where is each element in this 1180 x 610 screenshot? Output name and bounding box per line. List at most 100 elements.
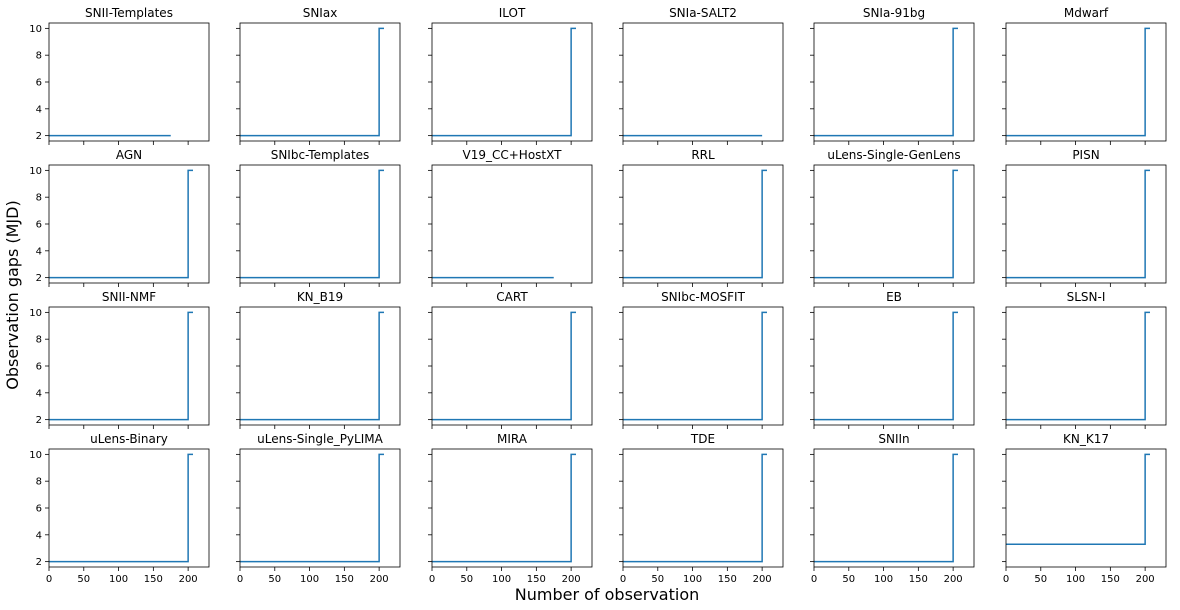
series-line	[1006, 453, 1150, 545]
plot-frame	[239, 306, 401, 426]
subplot-title: CART	[496, 290, 528, 304]
subplot-title: SNIIn	[878, 432, 909, 446]
subplot: ILOT	[428, 6, 593, 145]
plot-frame	[48, 448, 210, 568]
x-tick-label: 150	[1101, 574, 1120, 585]
y-tick-label: 2	[36, 557, 42, 568]
subplot: SNIa-91bg	[810, 6, 975, 145]
subplot-title: SLSN-I	[1067, 290, 1106, 304]
series-line	[432, 453, 576, 563]
subplot-title: SNII-NMF	[102, 290, 156, 304]
subplot: RRL	[619, 148, 784, 287]
y-tick-label: 10	[29, 166, 42, 177]
x-tick-label: 50	[77, 574, 90, 585]
x-tick-label: 50	[842, 574, 855, 585]
series-line	[623, 311, 767, 421]
subplot: uLens-Single_PyLIMA 0 50 100 150 200	[236, 432, 401, 585]
plot-frame	[813, 306, 975, 426]
subplot: CART	[428, 290, 593, 429]
subplot-title: SNIbc-MOSFIT	[661, 290, 746, 304]
plot-frame	[431, 306, 593, 426]
plot-frame	[622, 306, 784, 426]
series-line	[1006, 311, 1150, 421]
x-tick-label: 150	[144, 574, 163, 585]
subplot: SNIax	[236, 6, 401, 145]
x-tick-label: 200	[944, 574, 963, 585]
plot-frame	[48, 164, 210, 284]
x-tick-label: 150	[335, 574, 354, 585]
x-tick-label: 200	[753, 574, 772, 585]
plot-frame	[431, 22, 593, 142]
plot-frame	[239, 22, 401, 142]
y-tick-label: 6	[36, 362, 42, 373]
subplot: MIRA 0 50 100 150 200	[428, 432, 593, 585]
x-tick-label: 0	[620, 574, 626, 585]
plot-frame	[622, 164, 784, 284]
plot-frame	[48, 22, 210, 142]
y-axis-label: Observation gaps (MJD)	[3, 200, 22, 389]
series-line	[49, 453, 193, 563]
subplot: SNIbc-MOSFIT	[619, 290, 784, 429]
plot-frame	[239, 164, 401, 284]
subplot: V19_CC+HostXT	[428, 148, 593, 287]
y-tick-label: 4	[36, 246, 42, 257]
subplot: TDE 0 50 100 150 200	[619, 432, 784, 585]
subplot-title: PISN	[1072, 148, 1099, 162]
x-tick-label: 50	[268, 574, 281, 585]
subplot: SNIIn 0 50 100 150 200	[810, 432, 975, 585]
plot-frame	[1005, 22, 1167, 142]
subplot-title: SNIa-91bg	[863, 6, 925, 20]
subplot-title: KN_K17	[1063, 432, 1109, 446]
plot-frame	[239, 448, 401, 568]
plot-frame	[1005, 164, 1167, 284]
subplot-title: AGN	[116, 148, 142, 162]
x-tick-label: 200	[1136, 574, 1155, 585]
y-tick-label: 4	[36, 104, 42, 115]
subplot-title: TDE	[690, 432, 715, 446]
series-line	[240, 169, 384, 279]
series-line	[49, 311, 193, 421]
subplot-title: KN_B19	[297, 290, 343, 304]
series-line	[1006, 169, 1150, 279]
x-tick-label: 150	[527, 574, 546, 585]
y-tick-label: 4	[36, 530, 42, 541]
subplot-title: SNII-Templates	[85, 6, 173, 20]
x-tick-label: 0	[429, 574, 435, 585]
y-tick-label: 6	[36, 504, 42, 515]
plot-frame	[813, 448, 975, 568]
x-tick-label: 200	[562, 574, 581, 585]
x-tick-label: 150	[909, 574, 928, 585]
x-tick-label: 100	[1066, 574, 1085, 585]
x-tick-label: 200	[179, 574, 198, 585]
x-tick-label: 0	[46, 574, 52, 585]
series-line	[432, 27, 576, 137]
x-tick-label: 0	[811, 574, 817, 585]
y-tick-label: 6	[36, 220, 42, 231]
series-line	[814, 169, 958, 279]
x-tick-label: 150	[718, 574, 737, 585]
series-line	[49, 169, 193, 279]
series-line	[240, 311, 384, 421]
y-tick-label: 8	[36, 335, 42, 346]
series-line	[623, 169, 767, 279]
subplot: SNII-Templates 2 4 6 8 10	[29, 6, 210, 145]
y-tick-label: 10	[29, 24, 42, 35]
subplot: SNIbc-Templates	[236, 148, 401, 287]
x-tick-label: 0	[237, 574, 243, 585]
x-tick-label: 100	[300, 574, 319, 585]
series-line	[1006, 27, 1150, 137]
y-tick-label: 2	[36, 131, 42, 142]
subplot: AGN 2 4 6 8 10	[29, 148, 210, 287]
x-tick-label: 0	[1003, 574, 1009, 585]
subplot: uLens-Single-GenLens	[810, 148, 975, 287]
subplot-title: uLens-Single_PyLIMA	[257, 432, 383, 446]
subplot: KN_K17 0 50 100 150 200	[1002, 432, 1167, 585]
subplot-title: ILOT	[499, 6, 526, 20]
plot-frame	[1005, 448, 1167, 568]
series-line	[623, 453, 767, 563]
x-tick-label: 100	[492, 574, 511, 585]
subplot-title: EB	[886, 290, 902, 304]
subplot: SNIa-SALT2	[619, 6, 784, 145]
